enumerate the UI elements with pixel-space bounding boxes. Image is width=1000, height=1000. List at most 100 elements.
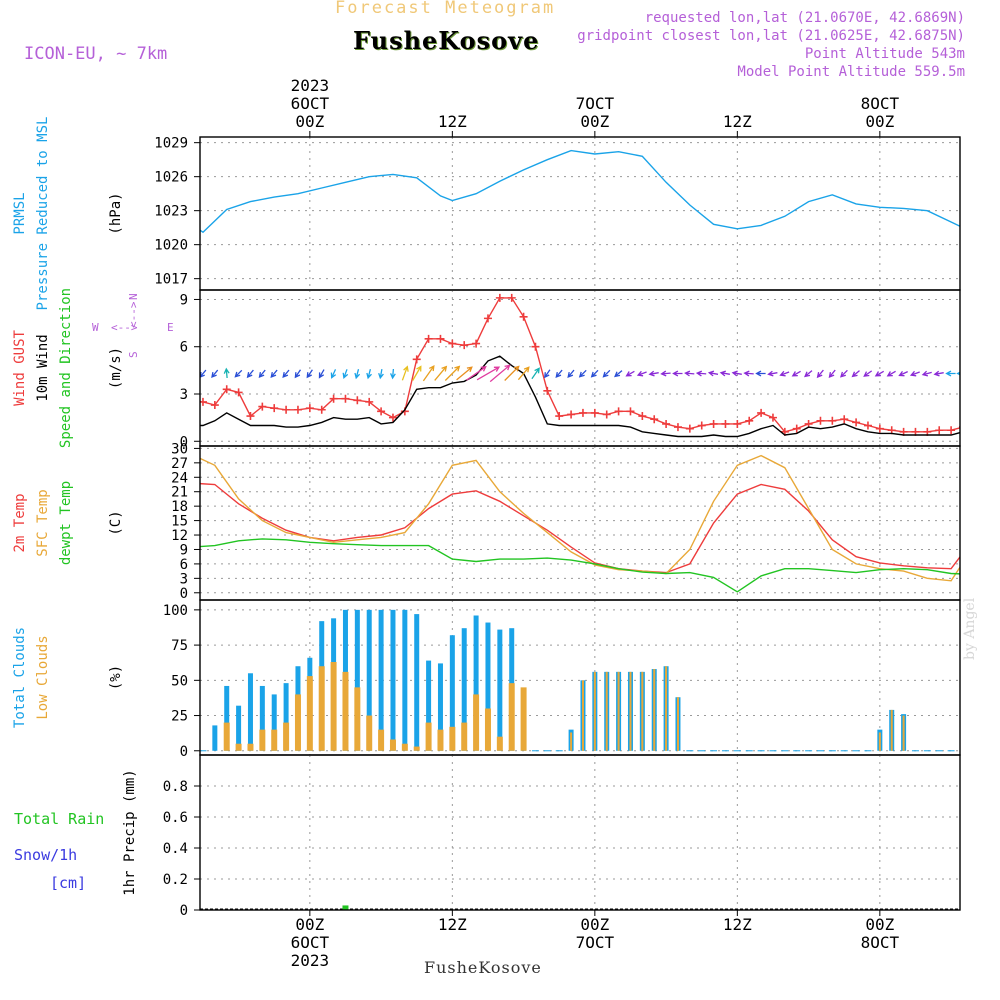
wind-marker [293, 405, 302, 414]
y-axis-unit: (%) [108, 665, 124, 690]
wind-marker [234, 388, 243, 397]
panel-legend-label: 2m Temp [12, 493, 28, 552]
wind-direction-arrow [476, 366, 501, 381]
low-cloud-bar [449, 726, 456, 751]
compass-ns-arrows: <--> [127, 301, 140, 328]
wind-marker [424, 334, 433, 343]
wind-direction-arrow [707, 370, 719, 377]
y-tick-label: 3 [180, 387, 188, 403]
top-tick-label: 00Z [865, 112, 894, 131]
y-tick-label: 0 [180, 903, 188, 919]
low-cloud-bar [508, 683, 515, 751]
low-cloud-bar [223, 722, 230, 751]
panel-legend-label: dewpt Temp [58, 481, 74, 565]
top-tick-label: 00Z [580, 112, 609, 131]
wind-direction-arrow [614, 370, 623, 378]
wind-direction-arrow [246, 369, 254, 379]
wind-direction-arrow [223, 367, 230, 379]
low-cloud-bar [283, 722, 290, 751]
bottom-tick-label: 00Z [865, 915, 894, 934]
y-axis-unit: (C) [108, 510, 124, 535]
total-cloud-bar [271, 694, 277, 751]
low-cloud-bar [271, 729, 278, 751]
total-cloud-bar [473, 615, 479, 751]
wind-marker [246, 412, 255, 421]
wind-direction-arrow [211, 369, 219, 379]
wind-direction-arrow [978, 371, 996, 376]
wind-direction-arrow [625, 370, 635, 377]
clouds-frame [199, 599, 961, 756]
low-cloud-bar [318, 666, 325, 751]
pressure-panel: 1017 1020 1023 1026 1029 PRMSL Pressure Reduce… [12, 117, 961, 310]
wind-direction-arrow [968, 371, 982, 376]
wind-direction-arrow [555, 369, 563, 379]
wind-marker [507, 293, 516, 302]
wind-marker [282, 405, 291, 414]
precip-frame [199, 754, 961, 911]
low-cloud-bar [676, 697, 679, 751]
y-axis-unit: (m/s) [108, 347, 124, 389]
gridpoint-coords: gridpoint closest lon,lat (21.0625E, 42.… [577, 28, 965, 44]
panel-legend-label: Wind GUST [12, 330, 28, 406]
wind-direction-arrow [412, 365, 422, 381]
temperature-plot-area [200, 454, 960, 593]
wind-series-line [200, 355, 960, 438]
wind-marker [567, 410, 576, 419]
y-tick-label: 100 [163, 603, 188, 619]
wind-marker [673, 423, 682, 432]
wind-frame [199, 289, 961, 447]
total-cloud-bar [485, 622, 491, 751]
bottom-tick-label: 12Z [438, 915, 467, 934]
total-cloud-bar [972, 701, 977, 750]
wind-marker [792, 424, 801, 433]
bottom-tick-label: 00Z [295, 915, 324, 934]
y-tick-label: 15 [171, 514, 188, 530]
total-cloud-bar [437, 663, 443, 751]
wind-direction-arrow [990, 371, 1000, 376]
wind-marker [472, 339, 481, 348]
bottom-time-axis: 00Z6OCT202312Z00Z7OCT12Z00Z8OCT12Z [291, 910, 900, 970]
low-cloud-bar [306, 676, 313, 751]
wind-direction-arrow [755, 370, 766, 377]
wind-direction-arrow [672, 370, 683, 377]
wind-direction-arrow [602, 369, 611, 378]
wind-direction-arrow [270, 369, 278, 379]
low-cloud-bar [641, 671, 644, 751]
y-tick-label: 75 [171, 638, 188, 654]
wind-direction-arrow [306, 369, 313, 379]
wind-marker [531, 342, 540, 351]
low-cloud-bar [520, 687, 527, 751]
wind-marker [626, 407, 635, 416]
y-tick-label: 0.2 [163, 872, 188, 888]
top-tick-label: 12Z [723, 112, 752, 131]
wind-marker [697, 421, 706, 430]
y-tick-label: 0 [180, 434, 188, 450]
total-cloud-bar [366, 609, 372, 751]
low-cloud-bar [665, 666, 668, 751]
bottom-tick-label: 2023 [291, 951, 330, 970]
panel-legend-label: 10m Wind [35, 334, 51, 401]
wind-marker [341, 394, 350, 403]
wind-marker [721, 419, 730, 428]
y-axis-unit: (hPa) [108, 192, 124, 234]
total-cloud-bar [283, 683, 289, 751]
bottom-tick-label: 8OCT [861, 933, 900, 952]
total-cloud-bar [497, 629, 503, 751]
y-tick-label: 6 [180, 557, 188, 573]
legend-total-rain: Total Rain [14, 810, 104, 828]
wind-direction-arrow [636, 370, 647, 377]
wind-direction-arrow [804, 370, 813, 378]
top-time-axis: 20236OCT00Z12Z7OCT00Z12Z8OCT00Z12Z [291, 76, 899, 137]
low-cloud-bar [473, 694, 480, 751]
wind-direction-arrow [444, 365, 461, 381]
wind-direction-arrow [354, 369, 361, 380]
wind-direction-arrow [684, 370, 695, 377]
wind-marker [995, 346, 1000, 354]
panel-legend-label: Low Clouds [35, 635, 51, 719]
wind-marker [555, 412, 564, 421]
footer-location: FusheKosove [424, 958, 542, 977]
wind-marker [210, 401, 219, 410]
low-cloud-bar [354, 687, 361, 751]
